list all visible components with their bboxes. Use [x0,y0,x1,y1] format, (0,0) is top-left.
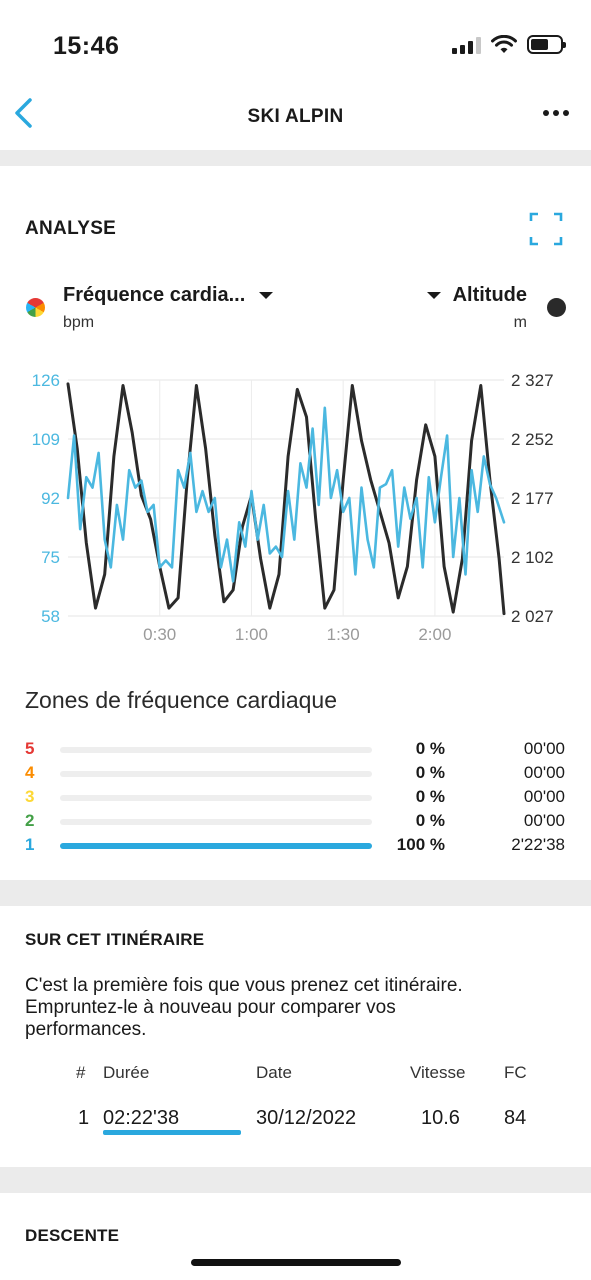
zone-progress-track [60,819,372,825]
right-axis-tick-label: 2 252 [511,430,554,449]
altitude-series-line [66,382,506,616]
zones-title: Zones de fréquence cardiaque [25,687,337,713]
route-row-hr: 84 [504,1107,527,1129]
route-row-date: 30/12/2022 [256,1107,357,1129]
zone-percent: 0 % [415,739,445,758]
zone-duration: 00'00 [523,763,565,782]
x-axis-tick-label: 0:30 [143,625,176,644]
route-description-line: C'est la première fois que vous prenez c… [25,975,463,996]
route-description: C'est la première fois que vous prenez c… [25,975,565,1041]
zone-row: 2 0 % 00'00 [0,811,591,835]
caret-down-icon [426,292,441,299]
left-axis-tick-label: 92 [41,489,60,508]
home-indicator[interactable] [191,1259,401,1266]
zone-number: 5 [25,739,35,758]
right-metric-unit: m [513,314,527,331]
left-axis-tick-label: 109 [32,430,60,449]
right-axis-tick-label: 2 027 [511,607,554,626]
left-metric-label: Fréquence cardia... [63,284,246,306]
zone-row: 1 100 % 2'22'38 [0,835,591,859]
fullscreen-expand-icon[interactable] [528,211,564,247]
section-divider [0,150,591,166]
route-row-num: 1 [78,1107,90,1129]
wifi-icon [491,35,517,53]
x-axis-tick-label: 1:30 [327,625,360,644]
route-description-line: performances. [25,1019,147,1040]
right-metric-selector[interactable]: Altitude [426,284,527,307]
zone-progress-track [60,747,372,753]
zone-number: 3 [25,787,35,806]
left-axis-tick-label: 75 [41,548,60,567]
section-divider [0,880,591,906]
section-divider [0,1167,591,1193]
zone-percent: 0 % [415,763,445,782]
zone-row: 4 0 % 00'00 [0,763,591,787]
analysis-chart[interactable]: 126 2 327 109 2 252 92 2 177 75 2 102 58 2 027 0:3… [0,350,591,660]
status-icons [452,35,566,54]
zone-progress-fill [60,843,372,849]
duration-highlight-bar [103,1130,241,1135]
right-axis-tick-label: 2 102 [511,548,554,567]
route-row-speed: 10.6 [421,1107,460,1129]
left-axis-tick-label: 126 [32,371,60,390]
back-chevron-icon[interactable] [10,94,42,132]
altitude-legend-dot [547,298,566,317]
right-axis-tick-label: 2 327 [511,371,554,390]
zone-duration: 00'00 [523,739,565,758]
route-section-title: SUR CET ITINÉRAIRE [25,930,205,949]
descente-section-title: DESCENTE [25,1226,120,1245]
caret-down-icon [259,292,274,299]
col-header-num: # [76,1063,86,1082]
heart-rate-series-line [66,406,506,583]
zone-progress-track [60,795,372,801]
zone-percent: 100 % [396,835,445,854]
col-header-date: Date [256,1063,292,1082]
zone-duration: 00'00 [523,787,565,806]
route-description-line: Empruntez-le à nouveau pour comparer vos [25,997,396,1018]
status-bar: 15:46 [0,0,591,80]
status-time: 15:46 [53,32,120,60]
zone-number: 2 [25,811,35,830]
zone-percent: 0 % [415,787,445,806]
nav-bar: SKI ALPIN [0,80,591,150]
x-axis-tick-label: 2:00 [418,625,451,644]
more-options-icon[interactable] [543,110,569,116]
analyse-title: ANALYSE [25,218,117,239]
left-metric-unit: bpm [63,314,95,331]
route-row-duration[interactable]: 02:22'38 [103,1107,180,1129]
heart-rate-zones-legend-icon [26,298,45,317]
x-axis-tick-label: 1:00 [235,625,268,644]
col-header-hr: FC [504,1063,527,1082]
cellular-signal-icon [452,36,481,54]
col-header-speed: Vitesse [410,1063,466,1082]
zone-row: 3 0 % 00'00 [0,787,591,811]
left-metric-selector[interactable]: Fréquence cardia... [63,284,274,307]
right-axis-tick-label: 2 177 [511,489,554,508]
zone-number: 1 [25,835,35,854]
zone-number: 4 [25,763,35,782]
battery-icon [527,35,566,54]
zone-progress-track [60,771,372,777]
col-header-duration: Durée [103,1063,150,1082]
zone-percent: 0 % [415,811,445,830]
left-axis-tick-label: 58 [41,607,60,626]
zone-duration: 2'22'38 [511,835,565,854]
page-title: SKI ALPIN [247,106,344,127]
zone-duration: 00'00 [523,811,565,830]
right-metric-label: Altitude [452,284,527,306]
zone-row: 5 0 % 00'00 [0,739,591,763]
zone-progress-track [60,843,372,849]
